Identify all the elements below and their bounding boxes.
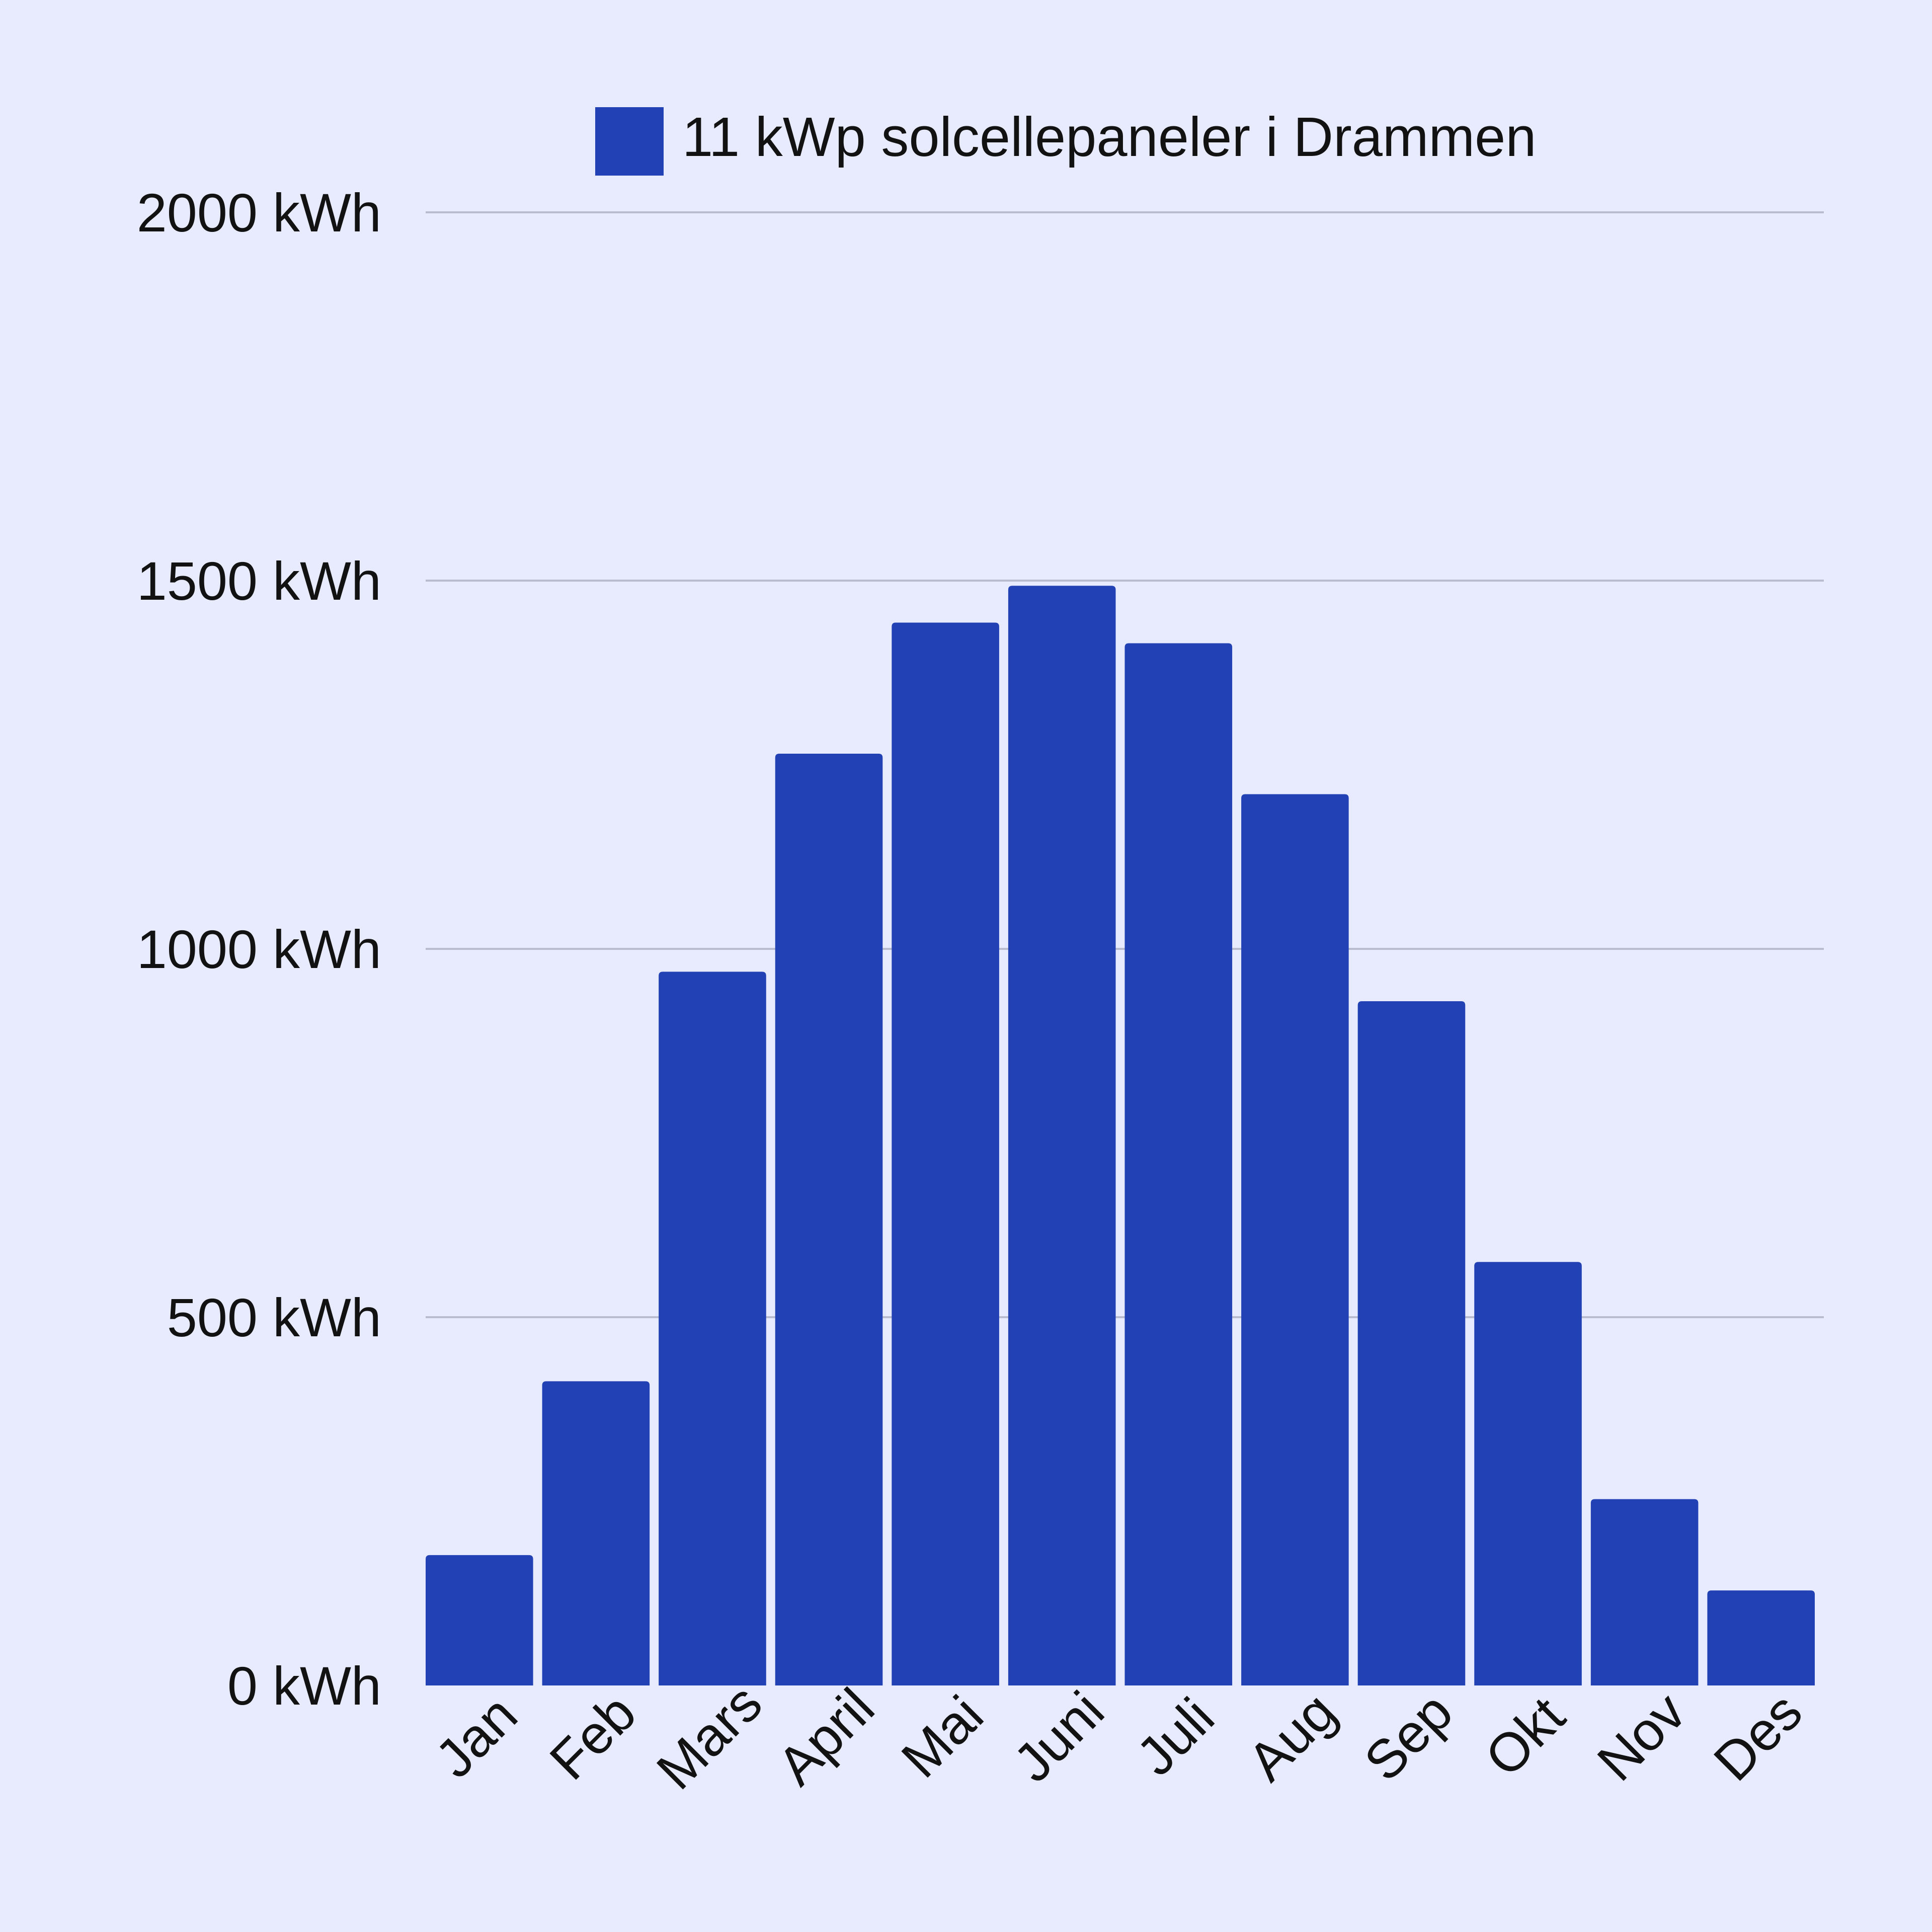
x-tick-label-jan: Jan	[424, 1684, 529, 1789]
bar-juni	[1008, 586, 1116, 1685]
x-tick-label-feb: Feb	[538, 1682, 647, 1791]
x-tick-label-okt: Okt	[1473, 1685, 1576, 1788]
legend: 11 kWp solcellepaneler i Drammen	[595, 106, 1537, 176]
legend-label: 11 kWp solcellepaneler i Drammen	[682, 106, 1537, 168]
x-tick-label-aug: Aug	[1236, 1681, 1347, 1792]
x-tick-label-des: Des	[1702, 1681, 1813, 1792]
x-tick-label-sep: Sep	[1352, 1681, 1464, 1792]
legend-swatch	[595, 107, 664, 176]
bar-sep	[1357, 1001, 1466, 1685]
bar-des	[1707, 1590, 1815, 1685]
bar-april	[775, 754, 883, 1685]
bar-okt	[1474, 1262, 1582, 1685]
y-tick-label: 1500 kWh	[137, 550, 381, 611]
y-axis-tick-labels: 0 kWh 500 kWh 1000 kWh 1500 kWh 2000 kWh	[137, 182, 381, 1716]
y-tick-label: 0 kWh	[227, 1655, 381, 1716]
x-tick-label-juni: Juni	[1002, 1680, 1115, 1794]
y-tick-label: 2000 kWh	[137, 182, 381, 243]
bar-mars	[659, 972, 766, 1685]
x-tick-label-nov: Nov	[1585, 1681, 1697, 1792]
x-tick-label-april: April	[766, 1676, 886, 1796]
bar-feb	[542, 1381, 650, 1685]
y-tick-label: 500 kWh	[167, 1287, 381, 1348]
bar-aug	[1241, 794, 1349, 1685]
bar-nov	[1590, 1499, 1699, 1685]
y-tick-label: 1000 kWh	[137, 919, 381, 980]
bar-mai	[892, 622, 999, 1685]
x-tick-label-mars: Mars	[645, 1672, 773, 1801]
x-tick-label-mai: Mai	[890, 1684, 995, 1789]
bar-juli	[1124, 643, 1233, 1685]
bar-jan	[426, 1555, 533, 1685]
x-tick-label-juli: Juli	[1125, 1686, 1226, 1787]
bars	[426, 586, 1815, 1685]
